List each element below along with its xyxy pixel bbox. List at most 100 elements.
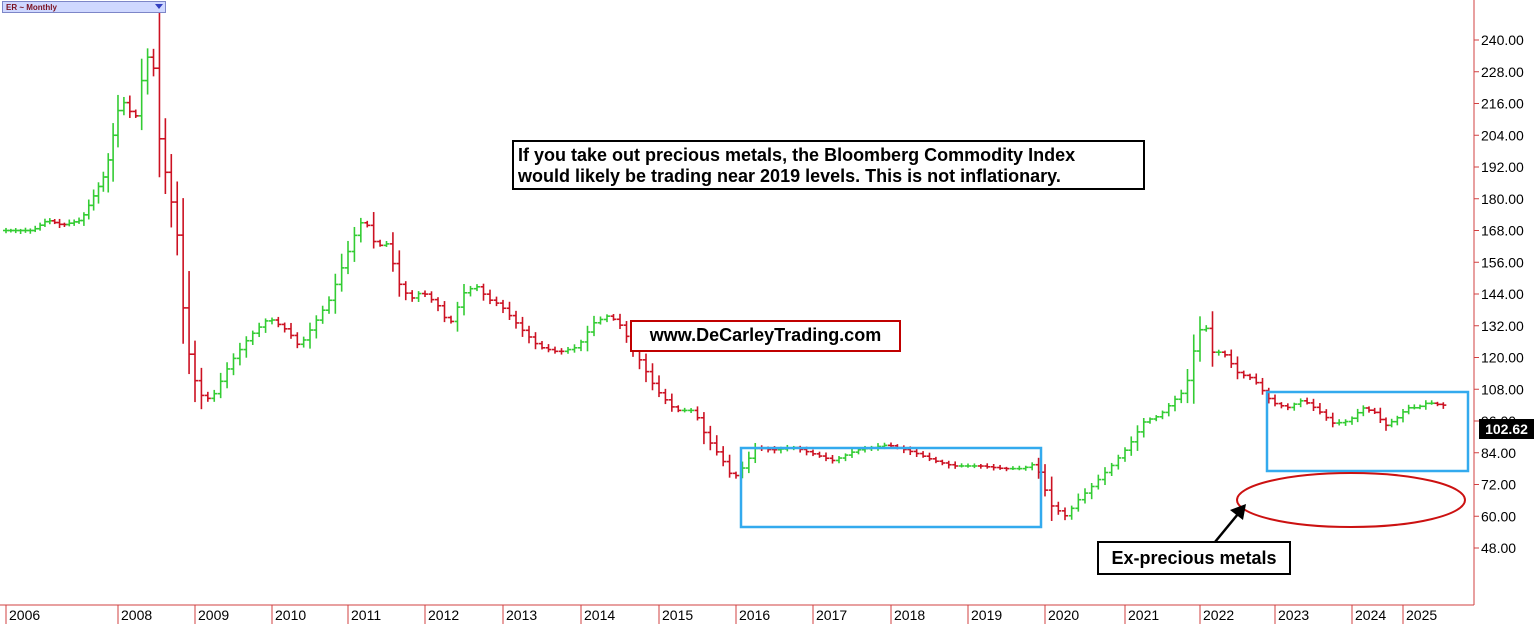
ohlc-bar <box>71 219 78 226</box>
symbol-selector[interactable]: ER ~ Monthly <box>2 1 166 13</box>
ohlc-bar <box>435 297 441 312</box>
ohlc-bar <box>383 241 390 247</box>
ohlc-bar <box>1422 400 1429 410</box>
x-tick-label: 2014 <box>584 607 615 623</box>
ohlc-bar <box>1075 493 1082 512</box>
ohlc-bar <box>1247 373 1253 381</box>
ohlc-bar <box>977 464 984 469</box>
ohlc-bar <box>565 346 571 354</box>
x-tick-label: 2020 <box>1048 607 1079 623</box>
ohlc-bar <box>415 291 422 302</box>
ohlc-bar <box>338 253 345 292</box>
ohlc-bar <box>1088 482 1095 500</box>
ohlc-bar <box>1165 403 1172 417</box>
pointer-arrow <box>1214 504 1246 543</box>
ohlc-bar <box>681 407 688 413</box>
ohlc-bar <box>1272 394 1278 407</box>
ohlc-bar <box>1029 462 1036 471</box>
ohlc-bar <box>752 442 759 464</box>
ohlc-bar <box>345 240 351 275</box>
ohlc-bar <box>493 296 500 307</box>
ohlc-bar <box>1068 505 1075 520</box>
x-tick-label: 2010 <box>275 607 306 623</box>
x-tick-label: 2021 <box>1128 607 1159 623</box>
ohlc-bar <box>377 239 384 247</box>
x-tick-label: 2011 <box>351 607 381 623</box>
ohlc-bar <box>428 291 435 303</box>
ohlc-bar <box>971 463 978 469</box>
ohlc-bar <box>1222 350 1228 358</box>
annotation-line-2: would likely be trading near 2019 levels… <box>518 166 1061 186</box>
ohlc-bar <box>675 405 682 413</box>
ohlc-bar <box>1291 402 1298 411</box>
ohlc-bar <box>114 94 121 148</box>
ohlc-bar <box>1115 454 1122 470</box>
ohlc-bar <box>1349 416 1355 425</box>
ohlc-bar <box>506 301 513 321</box>
ohlc-bar <box>1016 465 1023 471</box>
ohlc-bar <box>243 336 250 358</box>
ohlc-bar <box>17 228 24 234</box>
y-tick-label: 216.00 <box>1481 96 1524 112</box>
ohlc-bar <box>1095 474 1102 490</box>
ohlc-bar <box>132 109 139 118</box>
ohlc-bar <box>532 332 539 350</box>
ohlc-bar <box>513 310 519 329</box>
ohlc-bar <box>95 182 102 204</box>
ohlc-bar <box>1383 417 1389 431</box>
ohlc-bar <box>939 459 946 466</box>
ohlc-bar <box>1400 408 1406 423</box>
ohlc-bar <box>984 463 991 469</box>
x-tick-label: 2023 <box>1278 607 1309 623</box>
highlight-box-2023-2025 <box>1265 390 1470 473</box>
ohlc-bar <box>823 452 829 462</box>
ohlc-bar <box>56 218 63 229</box>
ohlc-bar <box>357 217 364 243</box>
ohlc-bar <box>126 95 133 118</box>
ohlc-bar <box>1042 464 1048 497</box>
ohlc-bar <box>1234 356 1241 380</box>
ohlc-bar <box>1417 404 1423 410</box>
ohlc-bar <box>168 154 175 228</box>
ohlc-bar <box>480 283 487 301</box>
ohlc-bar <box>389 232 396 272</box>
y-tick-label: 180.00 <box>1481 191 1524 207</box>
x-tick-label: 2022 <box>1203 607 1234 623</box>
ohlc-bar <box>1297 398 1304 408</box>
ohlc-bar <box>643 353 649 383</box>
ohlc-bar <box>1265 387 1272 404</box>
ohlc-bar <box>332 273 339 314</box>
y-tick-label: 120.00 <box>1481 350 1524 366</box>
ohlc-bar <box>351 226 358 262</box>
ohlc-bar <box>591 315 597 337</box>
ohlc-bar <box>842 453 849 462</box>
ohlc-bar <box>396 250 403 297</box>
x-axis-ticks: 2006 2008 2009 2010 2011 2012 2013 2014 2015 2016… <box>5 605 1437 624</box>
ohlc-bar <box>913 448 920 457</box>
ohlc-bar <box>441 301 448 323</box>
ohlc-bar <box>198 367 205 410</box>
last-price-tag: 102.62 <box>1479 419 1534 439</box>
dropdown-arrow-icon[interactable] <box>155 4 163 9</box>
ohlc-bar <box>965 463 971 468</box>
y-tick-label: 228.00 <box>1481 64 1524 80</box>
ohlc-bar <box>545 344 552 353</box>
ohlc-bar <box>474 284 480 292</box>
ohlc-bar <box>1159 410 1166 420</box>
x-tick-label: 2009 <box>198 607 229 623</box>
price-bars <box>3 3 1447 521</box>
ohlc-bar <box>192 340 198 403</box>
highlight-box-2016-2019 <box>739 446 1043 529</box>
y-tick-label: 48.00 <box>1481 540 1516 556</box>
ohlc-bar <box>707 425 714 451</box>
ohlc-bar <box>120 96 127 116</box>
ohlc-bar <box>307 322 313 349</box>
ohlc-bar <box>1329 412 1336 428</box>
ohlc-bar <box>294 332 301 349</box>
ohlc-bar <box>1128 436 1135 456</box>
ohlc-bar <box>733 471 739 479</box>
x-tick-label: 2019 <box>971 607 1002 623</box>
ohlc-bar <box>288 322 294 339</box>
